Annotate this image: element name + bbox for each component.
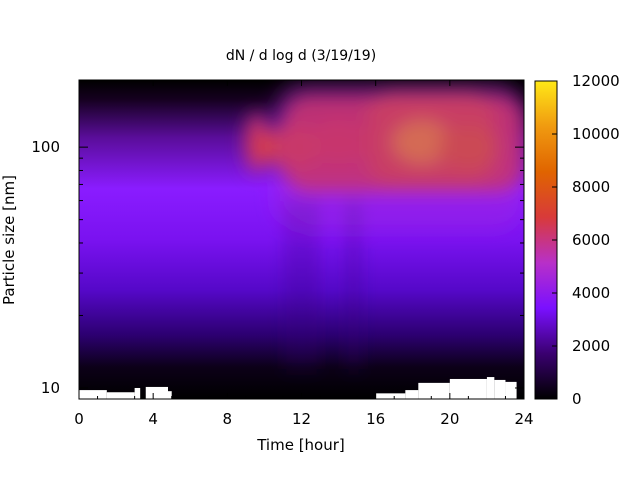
- x-tick-label: 0: [74, 410, 84, 428]
- streak-0: [288, 200, 297, 369]
- x-tick-label: 8: [223, 410, 233, 428]
- y-tick-label: 10: [41, 379, 60, 397]
- colorbar-tick-label: 2000: [572, 337, 610, 355]
- x-tick-label: 24: [514, 410, 533, 428]
- colorbar-axis: 0 2000 4000 6000 8000 10000 12000: [552, 72, 620, 408]
- colorbar-tick-label: 12000: [572, 72, 620, 90]
- heat-halo: [273, 80, 524, 231]
- heatmap-intensity-layer: [245, 80, 524, 369]
- gap-patch-7: [418, 382, 450, 399]
- colorbar-tick-label: 4000: [572, 284, 610, 302]
- streak-1: [306, 200, 315, 369]
- colorbar-tick-label: 6000: [572, 231, 610, 249]
- x-tick-label: 12: [292, 410, 311, 428]
- streak-2: [349, 200, 358, 369]
- y-axis-label: Particle size [nm]: [0, 175, 18, 305]
- x-tick-label: 4: [148, 410, 158, 428]
- gap-patch-0: [79, 390, 107, 399]
- hot-spot-0: [245, 122, 266, 167]
- gap-patch-5: [375, 393, 406, 399]
- y-tick-label: 100: [31, 138, 60, 156]
- gap-patch-10: [494, 379, 506, 399]
- chart-title: dN / d log d (3/19/19): [226, 48, 376, 64]
- colorbar-tick-label: 10000: [572, 125, 620, 143]
- gap-patch-11: [505, 381, 517, 399]
- gap-patch-1: [106, 392, 135, 399]
- data-gap-layer: [79, 377, 517, 399]
- x-axis-label: Time [hour]: [256, 436, 345, 454]
- gap-patch-4: [168, 391, 172, 399]
- colorbar-tick-label: 0: [572, 390, 582, 408]
- x-tick-label: 16: [366, 410, 385, 428]
- gap-patch-3: [145, 386, 168, 399]
- x-axis: 0 4 8 12 16 20 24: [74, 80, 534, 428]
- gap-patch-6: [405, 390, 419, 399]
- gap-patch-2: [134, 387, 141, 399]
- x-tick-label: 20: [440, 410, 459, 428]
- y-axis: 10 100: [31, 138, 524, 397]
- colorbar-tick-label: 8000: [572, 178, 610, 196]
- gap-patch-9: [486, 377, 495, 399]
- gap-patch-8: [449, 378, 487, 399]
